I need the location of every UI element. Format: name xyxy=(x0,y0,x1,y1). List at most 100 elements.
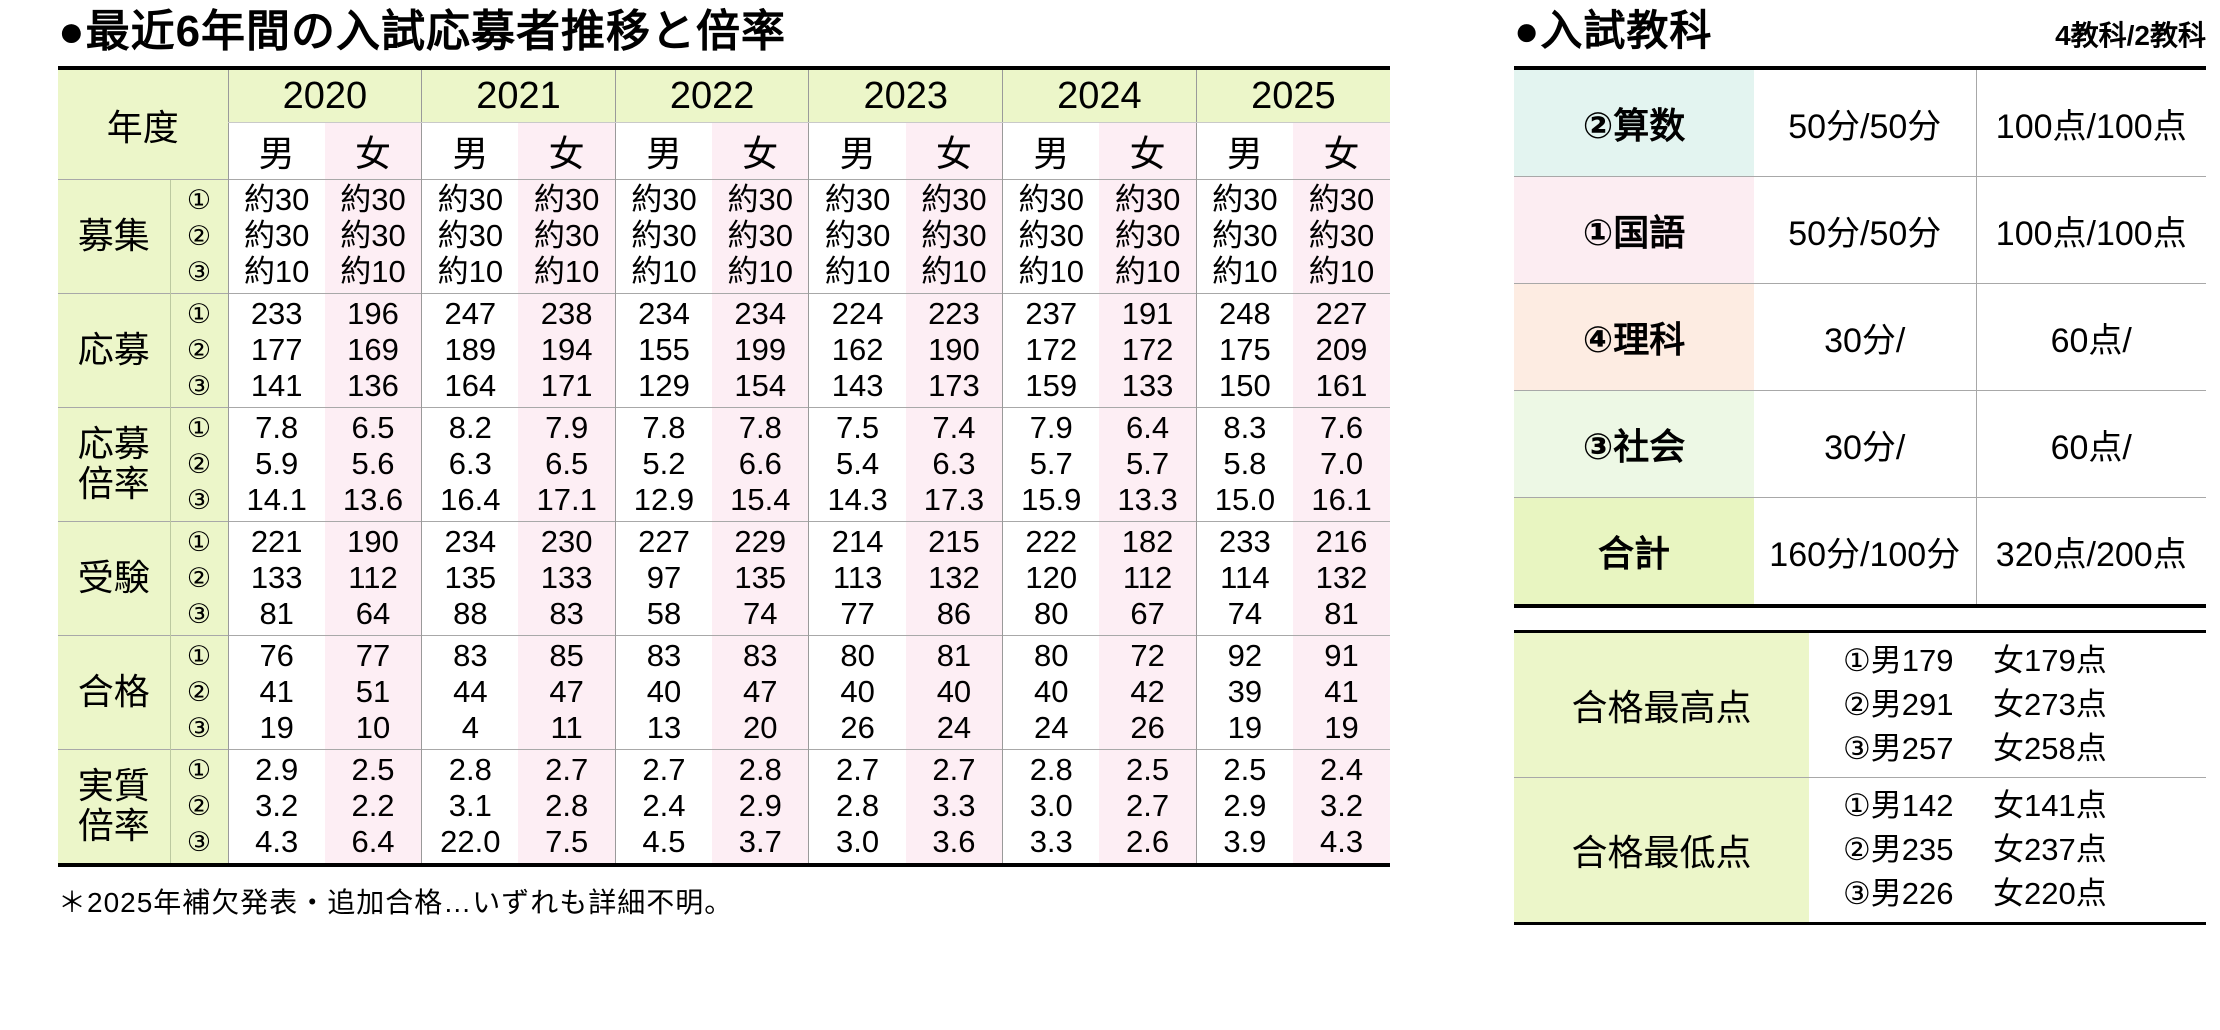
year-header: 2022 xyxy=(614,68,809,123)
data-value: 141 xyxy=(250,368,303,403)
data-value: 約30 xyxy=(533,218,600,253)
data-cell: 2.5 2.7 2.6 xyxy=(1099,749,1197,865)
subject-label: ④理科 xyxy=(1514,283,1754,391)
data-value: 15.0 xyxy=(1214,482,1276,517)
data-value: 約10 xyxy=(340,254,406,289)
data-value: 13.6 xyxy=(342,482,404,517)
data-cell: 83 40 13 xyxy=(614,635,713,750)
data-value: 173 xyxy=(928,368,980,403)
data-value: 13.3 xyxy=(1117,482,1178,517)
data-value: 3.0 xyxy=(836,824,880,859)
line-number-marker: ② xyxy=(186,449,212,479)
data-value: 132 xyxy=(1315,560,1368,595)
pass-score-female: 女141点 xyxy=(1993,788,2107,823)
data-value: 81 xyxy=(1324,596,1359,631)
subject-points: 100点/100点 xyxy=(1975,68,2206,177)
exam-subjects-title: ●入試教科 xyxy=(1514,7,1713,54)
data-value: 3.3 xyxy=(932,788,976,823)
data-value: 3.6 xyxy=(932,824,976,859)
data-cell: 約30 約30 約10 xyxy=(1002,179,1100,294)
data-value: 約30 xyxy=(1114,218,1181,253)
data-value: 199 xyxy=(734,332,787,367)
data-value: 7.5 xyxy=(545,824,589,859)
data-value: 247 xyxy=(444,296,497,331)
data-cell: 約30 約30 約10 xyxy=(1195,179,1294,294)
data-cell: 81 40 24 xyxy=(905,635,1003,750)
data-value: 15.9 xyxy=(1021,482,1082,517)
female-header: 女 xyxy=(1099,122,1197,180)
pass-score-male: ②男235 xyxy=(1843,832,1954,867)
data-value: 7.0 xyxy=(1319,446,1364,481)
line-number-marker: ③ xyxy=(186,599,212,629)
data-value: 7.4 xyxy=(932,410,976,445)
data-value: 約10 xyxy=(1114,254,1181,289)
male-header: 男 xyxy=(808,122,906,180)
data-value: 約30 xyxy=(1212,218,1278,253)
data-value: 10 xyxy=(355,710,391,745)
line-number-marker: ① xyxy=(186,413,212,443)
data-value: 41 xyxy=(1324,674,1359,709)
line-number-column: ① ② ③ xyxy=(169,521,229,636)
data-value: 3.3 xyxy=(1029,824,1073,859)
data-value: 約30 xyxy=(340,182,406,217)
data-value: 約30 xyxy=(243,218,310,253)
data-value: 133 xyxy=(1121,368,1174,403)
subject-time: 30分/ xyxy=(1754,283,1976,391)
male-header: 男 xyxy=(227,122,325,180)
subject-row: ②算数 50分/50分 100点/100点 xyxy=(1514,68,2206,177)
data-value: 16.1 xyxy=(1311,482,1372,517)
data-value: 40 xyxy=(936,674,972,709)
data-value: 約30 xyxy=(1308,218,1375,253)
data-value: 2.4 xyxy=(1319,752,1364,787)
data-value: 233 xyxy=(1219,524,1271,559)
data-cell: 7.8 6.6 15.4 xyxy=(712,407,809,522)
pass-score-label: 合格最低点 xyxy=(1514,777,1809,924)
data-value: 2.8 xyxy=(836,788,880,823)
data-value: 3.2 xyxy=(255,788,299,823)
data-cell: 約30 約30 約10 xyxy=(518,179,616,294)
data-value: 190 xyxy=(347,524,399,559)
data-cell: 77 51 10 xyxy=(324,635,422,750)
data-value: 159 xyxy=(1025,368,1078,403)
data-value: 227 xyxy=(1315,296,1368,331)
data-value: 約10 xyxy=(1018,254,1084,289)
data-cell: 72 42 26 xyxy=(1099,635,1197,750)
data-value: 約30 xyxy=(340,218,406,253)
data-value: 4.3 xyxy=(255,824,299,859)
data-value: 約10 xyxy=(437,254,504,289)
data-value: 80 xyxy=(840,638,875,673)
data-cell: 247 189 164 xyxy=(421,293,519,408)
data-value: 4.3 xyxy=(1319,824,1364,859)
row-group-obo-bairitsu: 応募 倍率 ① ② ③ 7.8 5.9 14.1 6.5 5.6 13.6 8.2 6.3 16.4 7.… xyxy=(58,407,1390,522)
pass-score-line: ③男257 女258点 xyxy=(1843,727,2206,771)
line-number-column: ① ② ③ xyxy=(169,179,229,294)
data-value: 3.1 xyxy=(448,788,492,823)
year-header: 2020 xyxy=(227,68,422,123)
data-cell: 233 177 141 xyxy=(227,293,325,408)
data-value: 58 xyxy=(646,596,682,631)
male-header: 男 xyxy=(614,122,713,180)
data-value: 194 xyxy=(540,332,593,367)
data-cell: 2.5 2.9 3.9 xyxy=(1195,749,1294,865)
data-cell: 8.3 5.8 15.0 xyxy=(1195,407,1294,522)
data-value: 143 xyxy=(831,368,884,403)
line-number-column: ① ② ③ xyxy=(169,749,229,865)
pass-score-female: 女220点 xyxy=(1993,876,2107,911)
pass-score-line: ①男179 女179点 xyxy=(1843,639,2206,683)
data-value: 91 xyxy=(1324,638,1359,673)
data-cell: 85 47 11 xyxy=(518,635,616,750)
data-value: 136 xyxy=(347,368,399,403)
row-group-label: 合格 xyxy=(58,635,171,750)
data-value: 5.6 xyxy=(351,446,395,481)
pass-scores-table: 合格最高点 ①男179 女179点 ②男291 女273点 ③男257 女258点 合格最低点… xyxy=(1514,630,2206,925)
data-cell: 233 114 74 xyxy=(1195,521,1294,636)
data-cell: 227 209 161 xyxy=(1293,293,1390,408)
exam-subjects-header: ●入試教科 4教科/2教科 xyxy=(1514,6,2206,58)
year-header: 2023 xyxy=(808,68,1003,123)
data-value: 14.1 xyxy=(246,482,307,517)
data-value: 2.7 xyxy=(545,752,589,787)
data-value: 約30 xyxy=(1212,182,1278,217)
pass-score-values: ①男142 女141点 ②男235 女237点 ③男226 女220点 xyxy=(1809,777,2206,924)
data-value: 223 xyxy=(928,296,980,331)
data-value: 2.8 xyxy=(545,788,589,823)
